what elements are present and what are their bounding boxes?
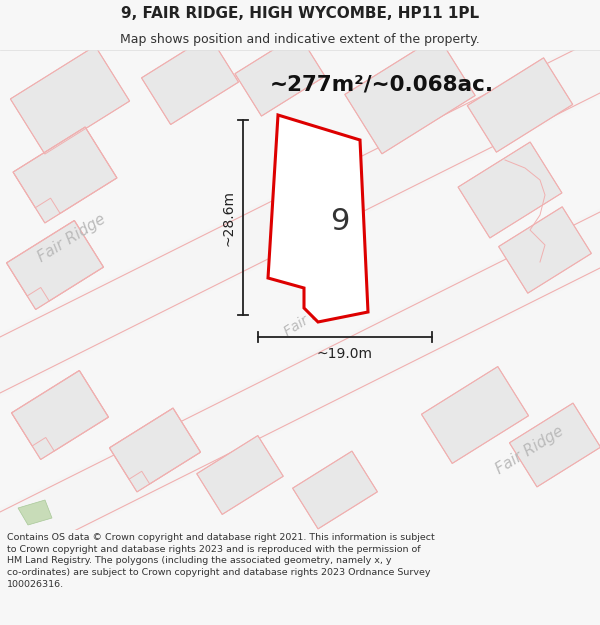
Polygon shape xyxy=(421,366,529,464)
Text: Fair Ridge: Fair Ridge xyxy=(493,423,566,477)
Polygon shape xyxy=(0,205,600,575)
Text: 9: 9 xyxy=(331,208,350,236)
Polygon shape xyxy=(458,142,562,238)
Text: Fair Ridge: Fair Ridge xyxy=(35,211,109,265)
Polygon shape xyxy=(499,207,592,293)
Text: 9, FAIR RIDGE, HIGH WYCOMBE, HP11 1PL: 9, FAIR RIDGE, HIGH WYCOMBE, HP11 1PL xyxy=(121,6,479,21)
Polygon shape xyxy=(7,221,103,309)
Polygon shape xyxy=(197,436,283,514)
Polygon shape xyxy=(509,403,600,487)
Polygon shape xyxy=(11,371,109,459)
Polygon shape xyxy=(10,46,130,154)
Polygon shape xyxy=(268,115,368,322)
Polygon shape xyxy=(345,36,475,154)
Text: Fair Ridge: Fair Ridge xyxy=(281,291,349,339)
Text: ~19.0m: ~19.0m xyxy=(317,347,373,361)
Polygon shape xyxy=(293,451,377,529)
Text: ~277m²/~0.068ac.: ~277m²/~0.068ac. xyxy=(270,75,494,95)
Text: Map shows position and indicative extent of the property.: Map shows position and indicative extent… xyxy=(120,32,480,46)
Text: ~28.6m: ~28.6m xyxy=(222,189,236,246)
Polygon shape xyxy=(0,30,600,400)
Polygon shape xyxy=(467,58,573,152)
Polygon shape xyxy=(235,34,325,116)
Polygon shape xyxy=(18,500,52,525)
Polygon shape xyxy=(142,36,238,124)
Text: Contains OS data © Crown copyright and database right 2021. This information is : Contains OS data © Crown copyright and d… xyxy=(7,533,435,589)
Polygon shape xyxy=(13,127,117,223)
Polygon shape xyxy=(109,408,200,492)
